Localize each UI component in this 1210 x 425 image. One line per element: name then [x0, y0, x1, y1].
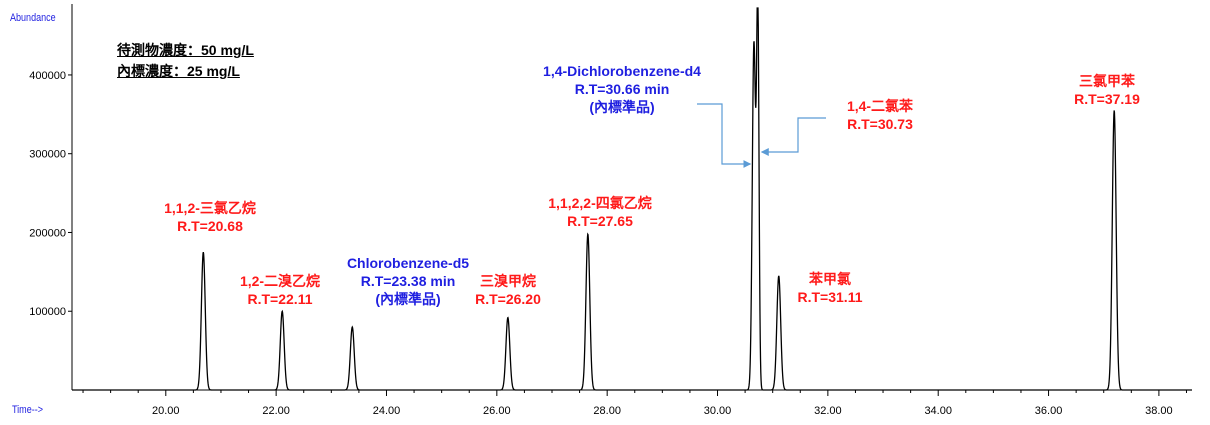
- peak-label-rt: R.T=30.66 min: [574, 81, 670, 97]
- peak-label-dichlorobenzene: 1,4-二氯苯 R.T=30.73: [820, 97, 940, 133]
- x-tick-label: 30.00: [704, 405, 732, 417]
- y-ticks: 100000 200000 300000 400000: [29, 70, 72, 318]
- peak-label-name: 1,4-Dichlorobenzene-d4: [543, 63, 701, 79]
- x-tick-label: 20.00: [152, 405, 180, 417]
- x-tick-label: 36.00: [1035, 405, 1063, 417]
- peak-label-name: 1,1,2-三氯乙烷: [164, 200, 256, 216]
- x-tick-label: 32.00: [814, 405, 842, 417]
- arrow-dichlorobenzene: [760, 117, 826, 156]
- peak-label-rt: R.T=31.11: [797, 289, 863, 305]
- x-tick-label: 28.00: [593, 405, 621, 417]
- peak-label-rt: R.T=26.20: [475, 291, 541, 307]
- x-tick-label: 34.00: [924, 405, 952, 417]
- peak-label-rt: R.T=20.68: [177, 218, 243, 234]
- peak-label-chlorobenzene-d5: Chlorobenzene-d5 R.T=23.38 min (內標準品): [318, 254, 498, 308]
- peak-label-dichlorobenzene-d4: 1,4-Dichlorobenzene-d4 R.T=30.66 min (內標…: [522, 62, 722, 116]
- peak-label-rt: R.T=27.65: [567, 213, 633, 229]
- peak-label-benzyl-chloride: 苯甲氯 R.T=31.11: [770, 270, 890, 306]
- peak-label-name: 1,1,2,2-四氯乙烷: [548, 195, 652, 211]
- peak-label-name: 三氯甲苯: [1079, 73, 1135, 89]
- y-axis-title: Abundance: [10, 12, 56, 24]
- y-tick-label: 400000: [29, 70, 66, 82]
- peak-label-rt: R.T=22.11: [247, 291, 313, 307]
- y-tick-label: 200000: [29, 227, 66, 239]
- peak-label-name: 苯甲氯: [809, 271, 851, 287]
- peak-label-name: 1,2-二溴乙烷: [239, 273, 321, 289]
- x-tick-label: 24.00: [373, 405, 401, 417]
- peak-label-dibromoethane: 1,2-二溴乙烷 R.T=22.11: [210, 272, 350, 308]
- peak-label-rt: R.T=30.73: [847, 116, 913, 132]
- arrow-internal-standard-d4: [697, 103, 752, 168]
- x-tick-label: 38.00: [1145, 405, 1173, 417]
- peak-label-rt: R.T=37.19: [1074, 91, 1140, 107]
- peak-label-rt: R.T=23.38 min: [360, 273, 456, 289]
- peak-label-name: 三溴甲烷: [480, 273, 536, 289]
- peak-label-tetrachloroethane: 1,1,2,2-四氯乙烷 R.T=27.65: [520, 194, 680, 230]
- analyte-concentration-note: 待測物濃度：50 mg/L: [117, 42, 254, 58]
- peak-label-note: (內標準品): [589, 99, 655, 115]
- peak-label-name: Chlorobenzene-d5: [346, 255, 470, 271]
- peak-label-bromoform: 三溴甲烷 R.T=26.20: [453, 272, 563, 308]
- x-tick-label: 26.00: [483, 405, 511, 417]
- x-axis-title: Time-->: [12, 404, 43, 416]
- peak-label-trichlorotoluene: 三氯甲苯 R.T=37.19: [1047, 72, 1167, 108]
- chromatogram-trace: [72, 7, 1192, 391]
- peak-label-name: 1,4-二氯苯: [846, 98, 914, 114]
- internal-standard-concentration-note: 內標濃度：25 mg/L: [117, 63, 240, 79]
- annotation-arrows: [697, 103, 826, 168]
- y-tick-label: 100000: [29, 306, 66, 318]
- y-tick-label: 300000: [29, 149, 66, 161]
- peak-label-note: (內標準品): [375, 291, 441, 307]
- x-tick-label: 22.00: [262, 405, 290, 417]
- peak-label-trichloroethane: 1,1,2-三氯乙烷 R.T=20.68: [120, 199, 300, 235]
- x-ticks: 20.00 22.00 24.00 26.00 28.00 30.00 32.00 34.00…: [82, 390, 1187, 417]
